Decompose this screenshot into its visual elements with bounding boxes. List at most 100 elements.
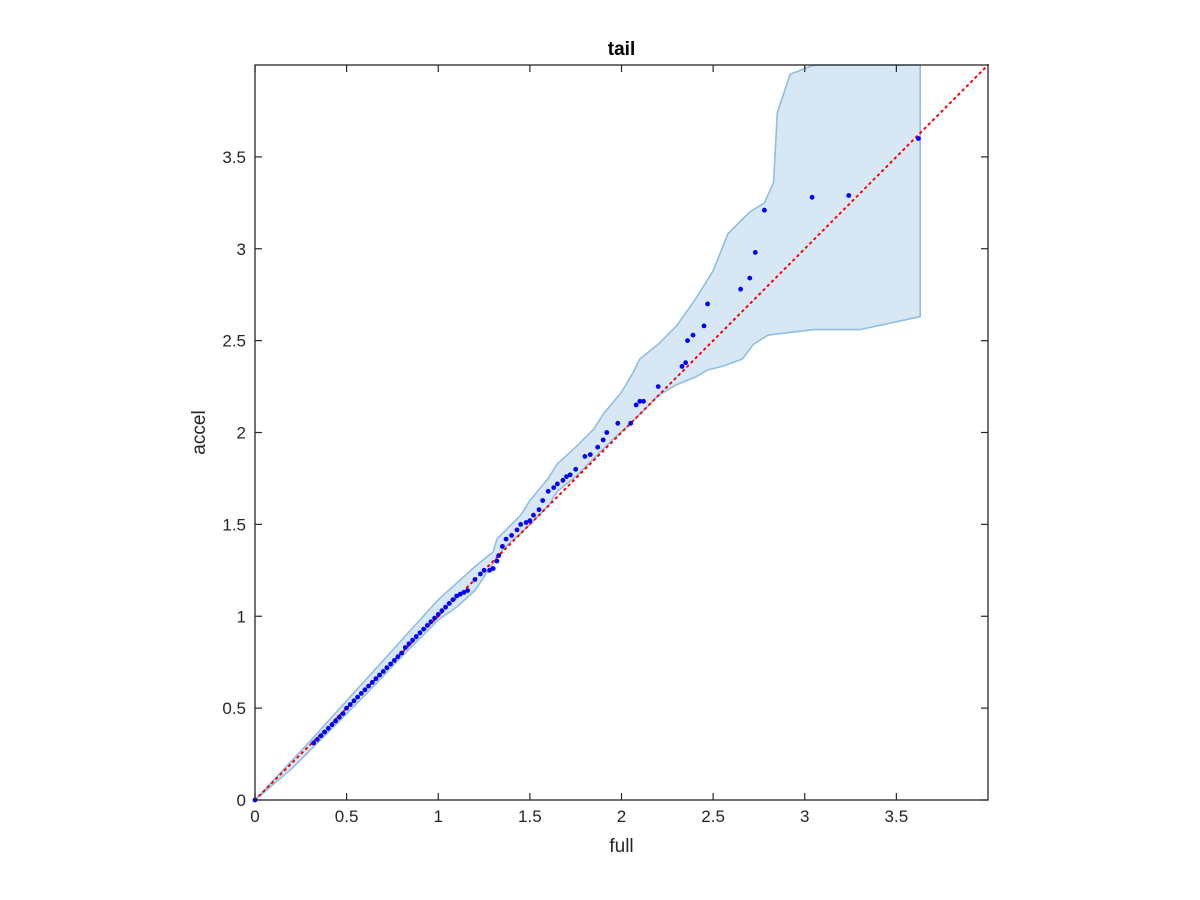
data-point <box>413 634 419 639</box>
data-point <box>366 683 371 689</box>
y-tick-label: 0 <box>237 791 246 810</box>
x-tick-label: 1 <box>434 807 443 826</box>
data-point <box>509 533 514 538</box>
data-point <box>344 705 349 711</box>
data-point <box>347 702 353 707</box>
data-point <box>384 665 390 671</box>
data-point <box>494 558 500 564</box>
data-point <box>679 364 685 369</box>
data-point <box>496 553 502 558</box>
data-point <box>551 485 557 490</box>
data-point <box>443 604 448 610</box>
x-tick-label: 1.5 <box>518 807 542 826</box>
x-tick-label: 0 <box>250 807 259 826</box>
data-point <box>705 301 710 307</box>
y-tick-label: 3 <box>237 240 246 259</box>
data-point <box>336 714 342 720</box>
data-point <box>481 567 487 573</box>
data-point <box>747 275 753 281</box>
x-axis-label: full <box>609 836 633 857</box>
x-tick-label: 3.5 <box>885 807 909 826</box>
data-point <box>846 193 852 198</box>
data-point <box>446 601 452 606</box>
data-point <box>391 658 397 663</box>
data-points-layer <box>252 136 921 803</box>
data-point <box>351 698 357 704</box>
data-point <box>428 619 434 625</box>
chart-title: tail <box>608 39 635 60</box>
data-point <box>615 420 621 426</box>
data-point <box>637 398 643 404</box>
data-point <box>406 641 412 647</box>
data-point <box>490 566 496 571</box>
data-point <box>322 729 327 735</box>
x-tick-label: 3 <box>800 807 809 826</box>
y-tick-label: 1 <box>237 607 246 626</box>
data-point <box>373 676 379 682</box>
data-point <box>500 544 505 549</box>
data-point <box>527 518 533 524</box>
data-point <box>421 626 426 632</box>
data-point <box>762 207 767 213</box>
data-point <box>465 588 470 593</box>
data-point <box>690 332 696 338</box>
data-point <box>377 672 382 678</box>
data-point <box>439 608 445 614</box>
data-point <box>655 384 661 389</box>
data-point <box>752 250 758 255</box>
data-point <box>333 718 338 724</box>
x-tick-label: 0.5 <box>335 807 359 826</box>
data-point <box>340 711 346 716</box>
data-point <box>318 733 324 739</box>
data-point <box>685 338 690 343</box>
data-point <box>582 454 588 459</box>
x-tick-label: 2.5 <box>701 807 725 826</box>
data-point <box>435 612 441 617</box>
data-point <box>457 591 463 597</box>
data-point <box>604 430 610 435</box>
data-point <box>472 577 478 582</box>
data-point <box>402 645 408 650</box>
data-point <box>564 474 569 479</box>
data-point <box>809 194 815 200</box>
data-point <box>701 323 707 329</box>
data-point <box>738 286 743 292</box>
y-tick-label: 2 <box>237 424 246 443</box>
data-point <box>633 402 639 408</box>
data-point <box>531 512 536 518</box>
data-point <box>595 444 601 450</box>
data-point <box>424 623 430 628</box>
data-point <box>536 507 542 513</box>
data-point <box>329 722 335 728</box>
data-point <box>325 725 331 731</box>
data-point <box>573 466 579 472</box>
data-point <box>587 452 593 457</box>
data-point <box>503 536 509 542</box>
data-point <box>358 691 364 696</box>
y-tick-label: 0.5 <box>222 699 246 718</box>
data-point <box>461 590 467 595</box>
data-point <box>560 477 566 483</box>
data-point <box>388 661 393 667</box>
y-tick-label: 1.5 <box>222 515 246 534</box>
data-point <box>395 654 401 660</box>
y-axis-label: accel <box>189 410 210 454</box>
data-point <box>478 571 483 577</box>
data-point <box>641 398 646 404</box>
data-point <box>514 527 520 533</box>
data-point <box>369 680 375 685</box>
data-point <box>417 630 423 636</box>
data-point <box>454 593 459 599</box>
data-point <box>518 522 524 527</box>
data-point <box>432 615 437 621</box>
data-point <box>628 420 634 426</box>
data-point <box>540 498 546 503</box>
ticks-layer: 0 0.5 1 1.5 2 2.5 3 3.5 0 0.5 1 1.5 2 2.5 3 3.5 <box>222 65 988 826</box>
y-tick-label: 2.5 <box>222 332 246 351</box>
data-point <box>545 488 551 494</box>
data-point <box>567 472 573 478</box>
data-point <box>600 437 606 443</box>
data-point <box>487 567 492 573</box>
data-point <box>399 650 404 656</box>
